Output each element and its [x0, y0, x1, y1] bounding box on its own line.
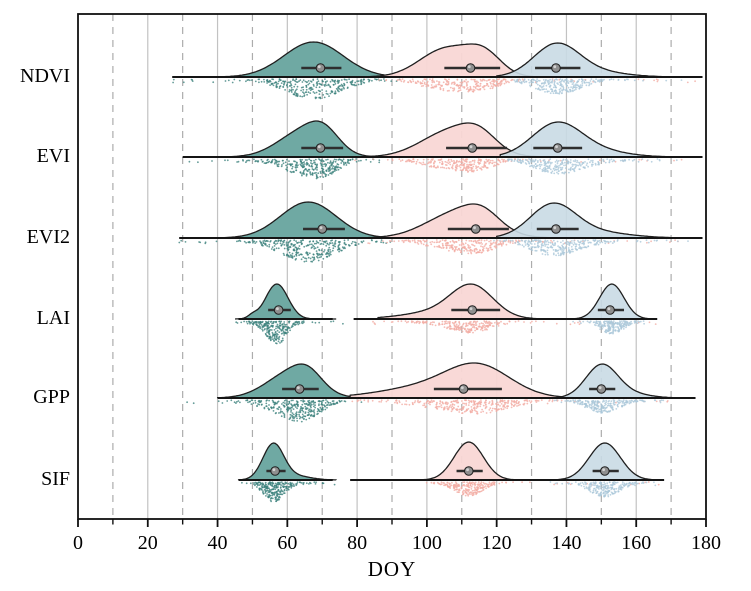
- marker-lai-blue: [597, 305, 625, 315]
- row-evi: [182, 120, 703, 180]
- y-label-sif: SIF: [41, 468, 70, 491]
- density-evi2-green: [216, 201, 393, 239]
- marker-ndvi-green: [301, 63, 342, 73]
- density-ndvi-blue: [496, 42, 692, 78]
- rain-lai-green: [235, 320, 344, 345]
- y-label-ndvi: NDVI: [20, 65, 70, 88]
- density-sif-pink: [415, 441, 532, 481]
- row-lai: [234, 283, 658, 345]
- rain-sif-green: [241, 481, 336, 503]
- y-label-gpp: GPP: [33, 386, 70, 409]
- y-label-evi: EVI: [36, 145, 70, 168]
- density-gpp-pink: [349, 362, 575, 399]
- x-axis-title: DOY: [367, 557, 417, 581]
- marker-gpp-blue: [589, 384, 616, 394]
- rain-ndvi-blue: [513, 78, 683, 95]
- row-evi2: [178, 201, 703, 263]
- rain-evi-green: [188, 158, 381, 180]
- x-tick-label-180: 180: [691, 532, 721, 554]
- y-label-lai: LAI: [36, 307, 70, 330]
- marker-ndvi-pink: [444, 63, 501, 73]
- density-sif-blue: [555, 442, 662, 481]
- rain-sif-pink: [425, 481, 660, 497]
- x-tick-label-20: 20: [138, 532, 158, 554]
- density-lai-green: [234, 283, 337, 320]
- density-lai-blue: [569, 283, 658, 320]
- rain-ndvi-pink: [378, 78, 696, 93]
- marker-evi2-green: [303, 224, 345, 234]
- density-evi-green: [210, 120, 392, 158]
- row-sif: [237, 441, 665, 503]
- x-tick-label-140: 140: [551, 532, 581, 554]
- density-ndvi-green: [209, 41, 400, 78]
- marker-evi2-pink: [447, 224, 509, 234]
- rain-evi-blue: [507, 158, 678, 175]
- marker-sif-blue: [592, 466, 619, 476]
- rain-gpp-green: [186, 399, 363, 423]
- rain-gpp-blue: [553, 399, 665, 414]
- marker-sif-green: [266, 466, 286, 476]
- rain-gpp-pink: [351, 399, 669, 415]
- x-axis-ticks: 0 20 40 60 80 100 120 140 160 180: [73, 519, 721, 554]
- row-gpp: [186, 362, 696, 423]
- density-evi2-blue: [496, 202, 700, 239]
- marker-lai-pink: [451, 305, 501, 315]
- marker-evi-pink: [446, 143, 508, 153]
- x-tick-label-60: 60: [277, 532, 297, 554]
- row-ndvi: [172, 41, 703, 100]
- marker-gpp-green: [282, 384, 319, 394]
- marker-gpp-pink: [433, 384, 502, 394]
- gridlines: [112, 14, 672, 519]
- rain-ndvi-green: [172, 78, 401, 100]
- density-gpp-green: [216, 363, 372, 399]
- marker-lai-green: [268, 305, 291, 315]
- marker-sif-pink: [456, 466, 483, 476]
- rain-lai-blue: [572, 320, 645, 335]
- marker-evi2-blue: [536, 224, 579, 234]
- x-tick-label-100: 100: [412, 532, 442, 554]
- y-label-evi2: EVI2: [26, 226, 70, 249]
- x-tick-label-120: 120: [482, 532, 512, 554]
- x-tick-label-80: 80: [347, 532, 367, 554]
- rain-evi2-green: [178, 239, 392, 263]
- rain-evi2-blue: [493, 239, 689, 257]
- x-tick-label-0: 0: [73, 532, 83, 554]
- marker-evi-blue: [533, 143, 583, 153]
- marker-ndvi-blue: [535, 63, 581, 73]
- rows: [172, 41, 703, 503]
- marker-evi-green: [301, 143, 344, 153]
- rain-sif-blue: [549, 481, 657, 498]
- rain-evi-pink: [354, 158, 683, 173]
- density-gpp-blue: [548, 363, 676, 399]
- density-evi-blue: [499, 121, 699, 158]
- x-tick-label-160: 160: [621, 532, 651, 554]
- x-tick-label-40: 40: [208, 532, 228, 554]
